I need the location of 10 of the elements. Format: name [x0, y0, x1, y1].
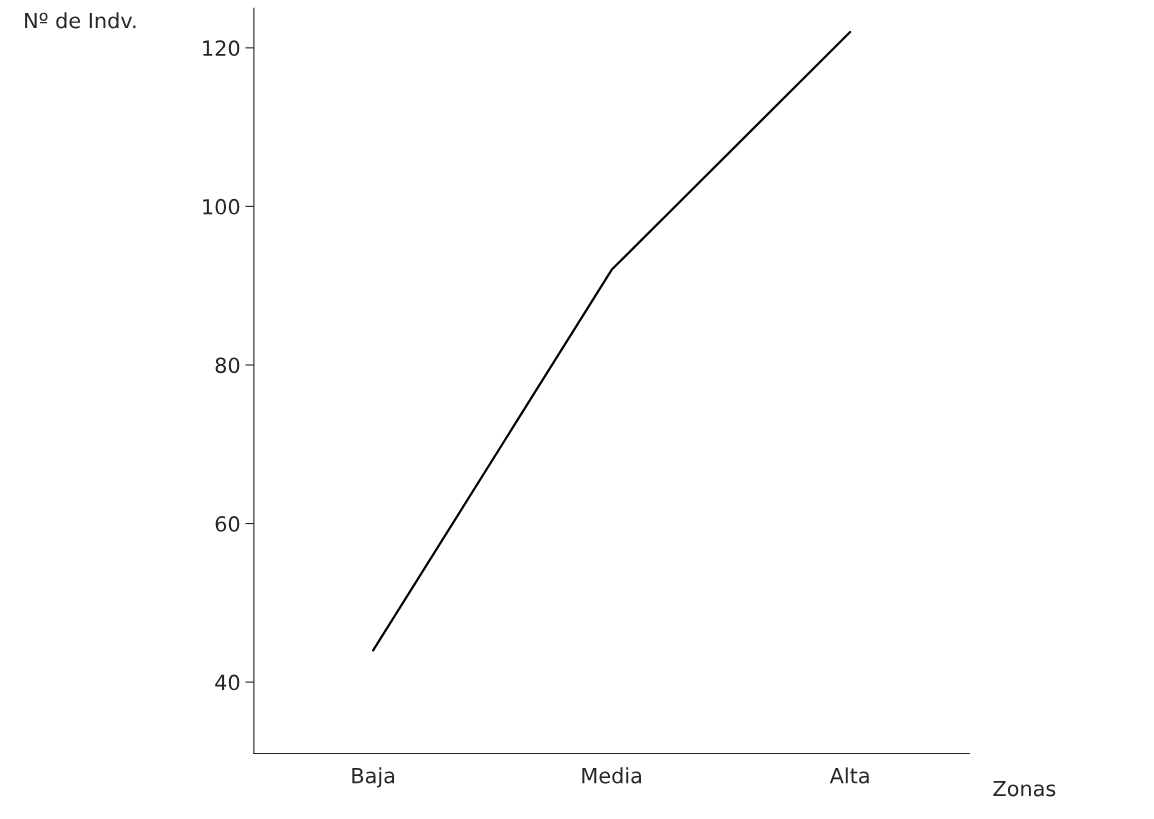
y-axis-title: Nº de Indv. — [25, 12, 136, 29]
x-tick-label: Baja — [352, 767, 395, 788]
x-tick-label: Media — [582, 767, 642, 784]
x-tick-label: Alta — [829, 767, 869, 784]
y-tick-label: 120 — [203, 40, 240, 57]
x-axis-title: Zonas — [993, 780, 1056, 797]
y-tick-label: 60 — [215, 516, 240, 532]
y-tick-label: 80 — [215, 357, 240, 374]
y-tick-label: 100 — [203, 198, 240, 215]
y-tick-label: 40 — [215, 674, 240, 691]
